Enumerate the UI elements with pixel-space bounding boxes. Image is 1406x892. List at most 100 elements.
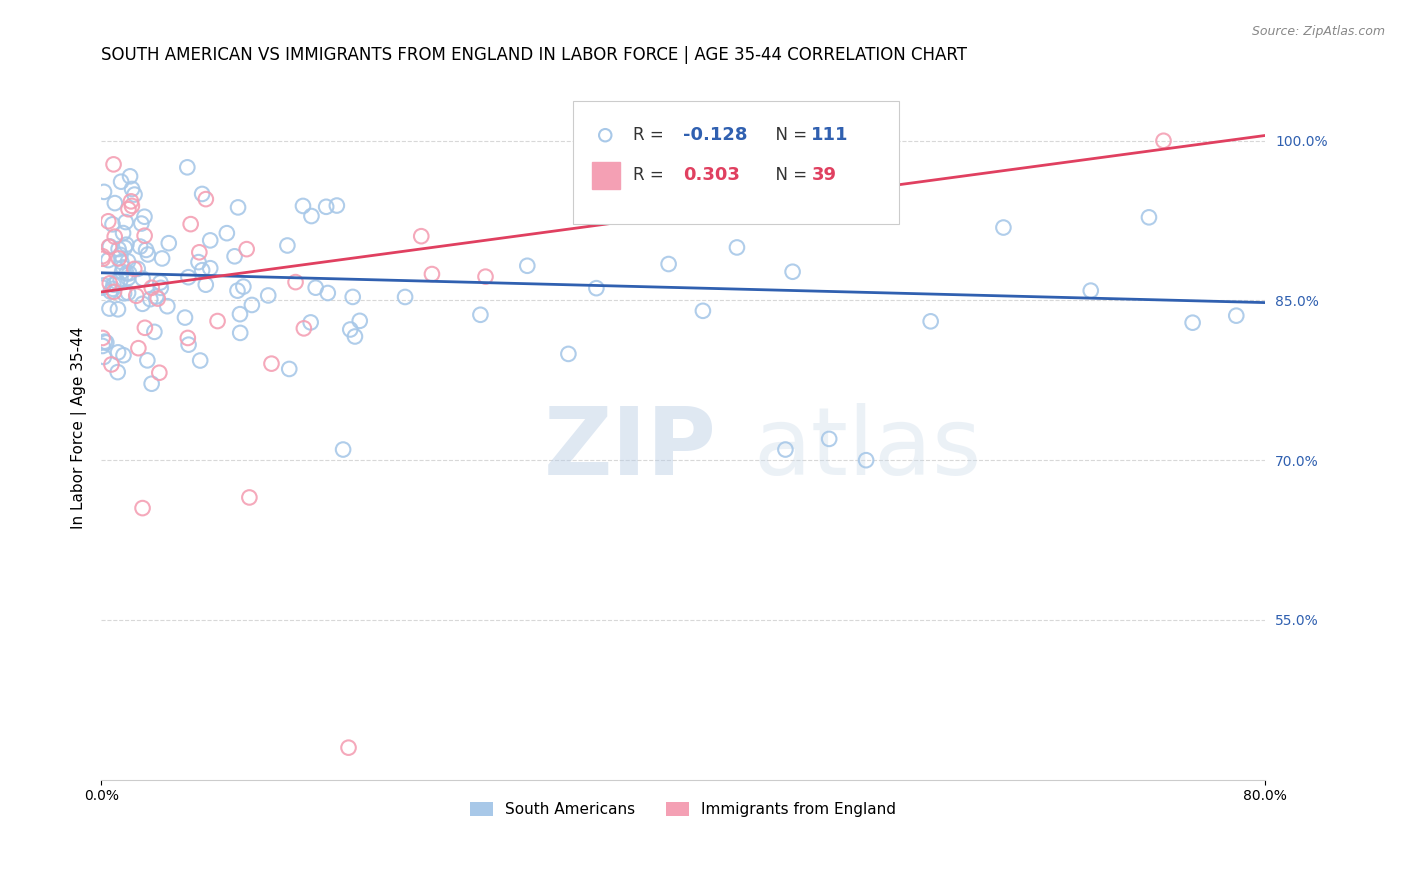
Point	[107, 252, 129, 266]
Point	[121, 182, 143, 196]
Point	[343, 329, 366, 343]
Text: N =: N =	[765, 126, 813, 145]
Point	[238, 491, 260, 505]
Point	[176, 161, 198, 175]
Point	[775, 442, 797, 457]
Point	[120, 194, 142, 209]
Point	[420, 267, 443, 281]
Y-axis label: In Labor Force | Age 35-44: In Labor Force | Age 35-44	[72, 327, 87, 530]
Point	[98, 277, 121, 291]
Point	[98, 301, 121, 316]
Point	[103, 157, 125, 171]
Point	[207, 314, 229, 328]
Legend: South Americans, Immigrants from England: South Americans, Immigrants from England	[463, 794, 904, 825]
Point	[782, 265, 804, 279]
Point	[326, 198, 349, 212]
Point	[127, 341, 149, 355]
Point	[146, 292, 169, 306]
Point	[692, 303, 714, 318]
Text: 39: 39	[811, 166, 837, 185]
Point	[276, 238, 298, 252]
Point	[91, 339, 114, 353]
Text: 111: 111	[811, 126, 849, 145]
Point	[98, 240, 121, 254]
Point	[260, 357, 283, 371]
Point	[720, 222, 742, 236]
Point	[332, 442, 354, 457]
Point	[305, 281, 328, 295]
Point	[112, 286, 135, 301]
Point	[107, 365, 129, 379]
Point	[134, 320, 156, 334]
Text: -0.128: -0.128	[683, 126, 748, 145]
Point	[1153, 134, 1175, 148]
Point	[149, 281, 172, 295]
Point	[101, 217, 124, 231]
FancyBboxPatch shape	[592, 162, 620, 188]
Point	[187, 255, 209, 269]
Point	[278, 362, 301, 376]
Point	[855, 453, 877, 467]
Point	[110, 175, 132, 189]
Point	[257, 288, 280, 302]
Point	[93, 185, 115, 199]
Point	[107, 242, 129, 256]
Point	[725, 240, 748, 254]
Point	[145, 289, 167, 303]
Point	[107, 345, 129, 359]
Point	[91, 331, 114, 345]
Point	[120, 169, 142, 184]
Point	[1181, 316, 1204, 330]
Point	[91, 252, 114, 266]
Point	[111, 265, 134, 279]
Point	[291, 199, 314, 213]
Point	[772, 175, 794, 189]
Point	[114, 241, 136, 255]
Point	[141, 281, 163, 295]
Text: N =: N =	[765, 166, 813, 185]
Point	[104, 229, 127, 244]
Point	[235, 242, 257, 256]
Point	[188, 353, 211, 368]
Point	[194, 192, 217, 206]
Point	[143, 325, 166, 339]
Point	[585, 281, 607, 295]
Point	[101, 282, 124, 296]
Point	[200, 233, 222, 247]
Point	[93, 350, 115, 364]
Point	[112, 348, 135, 362]
Point	[127, 261, 149, 276]
Point	[131, 217, 153, 231]
Point	[105, 275, 128, 289]
Point	[557, 347, 579, 361]
Point	[96, 335, 118, 350]
Point	[284, 275, 307, 289]
Point	[124, 187, 146, 202]
Text: Source: ZipAtlas.com: Source: ZipAtlas.com	[1251, 25, 1385, 38]
Point	[299, 315, 322, 329]
Point	[470, 308, 492, 322]
Point	[129, 239, 152, 253]
Point	[97, 214, 120, 228]
Point	[191, 263, 214, 277]
Point	[117, 202, 139, 217]
Text: 0.303: 0.303	[683, 166, 740, 185]
Point	[134, 228, 156, 243]
Point	[98, 239, 121, 253]
Point	[93, 334, 115, 349]
Point	[103, 277, 125, 292]
Point	[1080, 284, 1102, 298]
Point	[131, 501, 153, 516]
Point	[224, 249, 246, 263]
Text: atlas: atlas	[754, 403, 981, 495]
Point	[516, 259, 538, 273]
Point	[148, 366, 170, 380]
Point	[125, 289, 148, 303]
Point	[131, 271, 153, 285]
Point	[107, 302, 129, 317]
Point	[920, 314, 942, 328]
Point	[301, 209, 323, 223]
Point	[103, 285, 125, 299]
Point	[115, 267, 138, 281]
Point	[226, 284, 249, 298]
